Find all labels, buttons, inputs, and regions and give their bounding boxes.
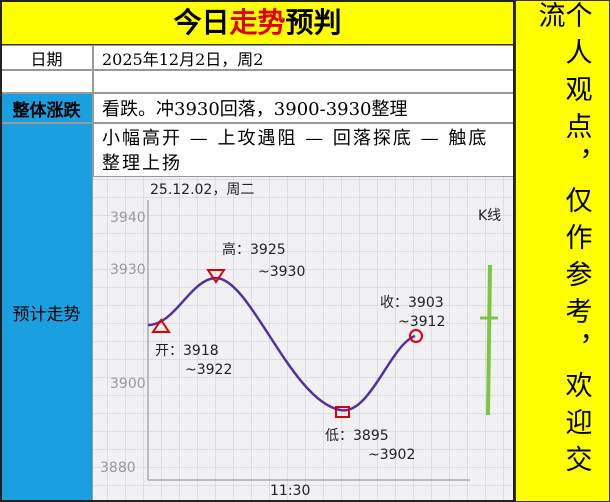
label: 整体涨跌 <box>12 100 81 121</box>
note: ~3912 <box>398 314 445 330</box>
empty-cell <box>93 70 515 93</box>
hand-chart: 25.12.02，周二 3940 3930 3900 3880 K线 高：392… <box>93 177 515 502</box>
value: 2025年12月2日，周2 <box>102 49 264 69</box>
label: 预计走势 <box>12 305 81 325</box>
note: 3900 <box>110 376 146 392</box>
title-part: 预判 <box>285 6 342 39</box>
kline-bar <box>486 264 492 416</box>
high-marker <box>206 269 226 284</box>
note: 低：3895 <box>325 428 389 444</box>
date-label: 日期 <box>0 45 93 70</box>
note: 25.12.02，周二 <box>150 182 254 198</box>
value: 小幅高开 — 上攻遇阻 — 回落探底 — 触底整理上扬 <box>102 128 489 174</box>
note: 高：3925 <box>222 241 286 258</box>
title: 今日走势预判 <box>0 0 515 45</box>
note: 3880 <box>100 460 136 476</box>
trend-label: 整体涨跌 <box>0 93 93 123</box>
forecast-label: 预计走势 <box>0 123 93 502</box>
close-marker <box>409 329 423 343</box>
trend-value: 看跌。冲3930回落，3900-3930整理 <box>93 93 515 123</box>
note: 开：3918 <box>155 343 219 359</box>
trend-curve <box>147 276 416 412</box>
note: 11:30 <box>270 483 310 499</box>
note: ~3930 <box>258 264 305 280</box>
empty-cell <box>0 70 93 93</box>
note: K线 <box>478 208 501 224</box>
date-value: 2025年12月2日，周2 <box>93 45 515 70</box>
low-marker <box>335 406 350 418</box>
title-part: 今日 <box>173 6 230 39</box>
side-note-text: 个人观点，仅作参考，欢迎交流 <box>533 1 592 482</box>
title-highlight: 走势 <box>229 6 286 39</box>
note: ~3922 <box>185 362 232 378</box>
note: ~3902 <box>368 447 415 463</box>
open-marker <box>151 318 171 333</box>
note: 收：3903 <box>380 295 444 311</box>
forecast-value: 小幅高开 — 上攻遇阻 — 回落探底 — 触底整理上扬 <box>93 123 515 177</box>
note: 3940 <box>110 210 146 226</box>
label: 日期 <box>30 49 63 69</box>
note: 3930 <box>110 262 146 278</box>
side-note: 个人观点，仅作参考，欢迎交流 <box>515 0 610 502</box>
value: 看跌。冲3930回落，3900-3930整理 <box>102 99 408 120</box>
